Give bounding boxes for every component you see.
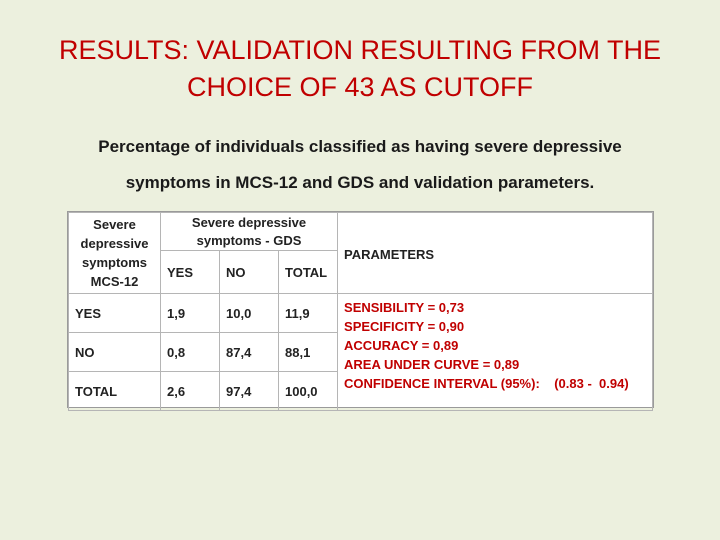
row-header-line: symptoms [81, 255, 148, 270]
parameters-header: PARAMETERS [337, 212, 653, 294]
cell-total-yes: 2,6 [160, 371, 220, 411]
param-auc: AREA UNDER CURVE = 0,89 [344, 357, 520, 372]
gds-header-cell: Severe depressive symptoms - GDS [159, 211, 339, 252]
cell-no-yes: 0,8 [160, 332, 220, 372]
row-header-line: depressive [80, 236, 149, 251]
col-header-no: NO [219, 250, 279, 294]
row-header-line: Severe [93, 217, 136, 232]
row-label-yes: YES [68, 293, 161, 333]
title-line-1: RESULTS: VALIDATION RESULTING FROM THE [58, 35, 662, 65]
row-label-no: NO [68, 332, 161, 372]
gds-header-line: symptoms - GDS [196, 232, 302, 248]
param-sensibility: SENSIBILITY = 0,73 [344, 300, 465, 315]
cell-total-total: 100,0 [277, 371, 339, 411]
cell-total-no: 97,4 [219, 371, 279, 411]
row-header-cell: Severe depressive symptoms MCS-12 [68, 212, 161, 294]
param-specificity: SPECIFICITY = 0,90 [344, 319, 465, 334]
param-accuracy: ACCURACY = 0,89 [344, 338, 459, 353]
gds-header-line: Severe depressive [191, 214, 307, 230]
col-header-yes: YES [160, 250, 220, 294]
cell-yes-no: 10,0 [219, 293, 279, 333]
table-caption-line-2: symptoms in MCS-12 and GDS and validatio… [125, 173, 595, 192]
cell-no-no: 87,4 [219, 332, 279, 372]
slide-title: RESULTS: VALIDATION RESULTING FROM THE C… [0, 32, 720, 106]
param-confidence-interval: CONFIDENCE INTERVAL (95%): (0.83 - 0.94) [344, 376, 629, 391]
row-header-line: MCS-12 [90, 274, 139, 289]
results-table: Severe depressive symptoms MCS-12 Severe… [67, 211, 654, 411]
table-caption-line-1: Percentage of individuals classified as … [98, 137, 622, 156]
cell-no-total: 88,1 [277, 332, 339, 372]
title-line-2: CHOICE OF 43 AS CUTOFF [186, 72, 534, 102]
parameters-list: SENSIBILITY = 0,73 SPECIFICITY = 0,90 AC… [337, 293, 653, 411]
cell-yes-total: 11,9 [277, 293, 339, 333]
col-header-total: TOTAL [277, 250, 339, 294]
row-label-total: TOTAL [68, 371, 161, 411]
cell-yes-yes: 1,9 [160, 293, 220, 333]
